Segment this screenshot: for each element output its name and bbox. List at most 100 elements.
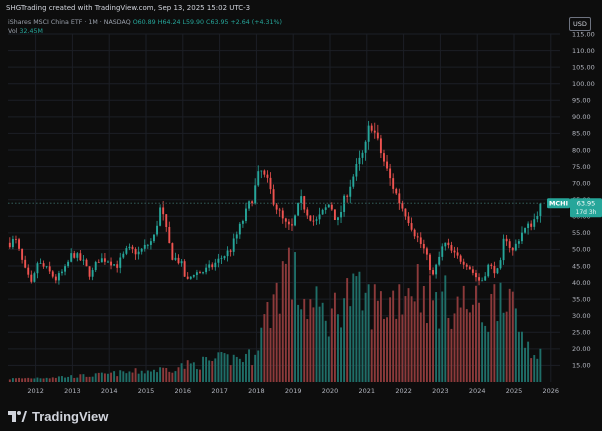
candle-body	[450, 245, 453, 251]
price-tick-label: 105.00	[572, 63, 595, 71]
price-tag-value: 63.95	[577, 199, 596, 207]
candle-body	[373, 130, 376, 133]
volume-bar	[527, 341, 530, 382]
time-tick-label: 2019	[285, 387, 302, 395]
volume-bar	[306, 319, 309, 382]
time-tick-label: 2024	[469, 387, 486, 395]
candle-body	[468, 266, 471, 270]
volume-bar	[333, 292, 336, 382]
candle-body	[238, 223, 241, 235]
volume-bar	[459, 307, 462, 382]
time-tick-label: 2014	[101, 387, 118, 395]
candle-body	[303, 196, 306, 210]
volume-bar	[521, 331, 523, 382]
volume-bar	[159, 367, 162, 382]
candle-body	[241, 220, 244, 224]
volume-bar	[269, 328, 272, 382]
volume-bar	[294, 252, 296, 382]
candle-body	[416, 236, 419, 238]
candle-body	[456, 252, 459, 256]
price-tick-label: 35.00	[572, 295, 591, 303]
volume-bar	[413, 301, 416, 382]
volume-bar	[324, 320, 327, 382]
candle-body	[370, 125, 373, 131]
candle-body	[251, 201, 254, 204]
volume-bar	[340, 327, 342, 382]
volume-bar	[490, 293, 493, 382]
candle-body	[297, 202, 300, 216]
candle-body	[349, 186, 352, 197]
price-tick-label: 40.00	[572, 279, 591, 287]
candle-body	[205, 267, 208, 273]
candle-body	[220, 258, 223, 260]
volume-bar	[376, 300, 379, 382]
volume-bar	[401, 314, 404, 382]
volume-bar	[496, 321, 499, 382]
candle-body	[478, 277, 480, 281]
currency-button[interactable]: USD	[569, 17, 591, 31]
candle-body	[539, 203, 542, 216]
candle-body	[146, 244, 149, 246]
volume-bar	[511, 291, 514, 382]
volume-bar	[456, 296, 459, 382]
volume-bar	[383, 318, 385, 382]
price-tag-background	[570, 198, 602, 218]
volume-bar	[42, 378, 45, 382]
volume-bar	[57, 376, 60, 382]
volume-bar	[453, 313, 456, 382]
volume-bar	[220, 352, 223, 382]
candle-body	[94, 262, 97, 271]
candle-body	[30, 274, 33, 282]
candle-body	[361, 152, 364, 158]
candle-body	[401, 203, 404, 209]
volume-bar	[398, 284, 401, 382]
volume-bar	[76, 377, 79, 382]
price-tag-countdown: 17d 3h	[576, 209, 597, 216]
volume-bar	[487, 331, 490, 382]
volume-bar	[143, 373, 146, 382]
legend-open: O60.89	[132, 19, 156, 26]
volume-bar	[263, 314, 266, 382]
candle-body	[143, 244, 146, 249]
volume-bar	[379, 291, 382, 382]
candle-body	[54, 276, 57, 281]
volume-bar	[533, 355, 536, 382]
candle-body	[459, 255, 462, 262]
candle-body	[21, 248, 24, 260]
candle-body	[208, 264, 211, 268]
candle-body	[266, 174, 269, 178]
volume-bar	[183, 368, 186, 382]
candle-body	[180, 261, 183, 264]
candle-body	[11, 238, 14, 248]
volume-bar	[217, 352, 220, 382]
candle-body	[438, 256, 441, 265]
volume-bar	[70, 375, 73, 382]
volume-bar	[67, 376, 70, 382]
volume-bar	[349, 306, 352, 382]
volume-bar	[131, 372, 134, 382]
volume-bar	[330, 308, 333, 382]
candle-body	[383, 153, 385, 162]
candle-body	[134, 248, 137, 255]
time-tick-label: 2021	[359, 387, 376, 395]
symbol-tag-background	[547, 198, 570, 209]
volume-bar	[410, 296, 413, 382]
time-tick-label: 2013	[64, 387, 81, 395]
candle-body	[462, 261, 465, 265]
candle-body	[131, 246, 134, 249]
candle-body	[284, 218, 287, 222]
candle-body	[76, 253, 79, 258]
volume-bar	[192, 362, 195, 382]
volume-bar	[113, 371, 116, 382]
volume-bar	[373, 284, 376, 382]
volume-bar	[165, 367, 168, 382]
candle-body	[346, 195, 349, 197]
tradingview-logo[interactable]: TradingView	[8, 408, 108, 424]
price-tick-label: 75.00	[572, 163, 591, 171]
candle-body	[189, 276, 192, 279]
volume-bar	[278, 313, 281, 382]
volume-bar	[321, 302, 324, 382]
legend-low: L59.90	[182, 19, 205, 26]
volume-bar	[404, 296, 407, 382]
